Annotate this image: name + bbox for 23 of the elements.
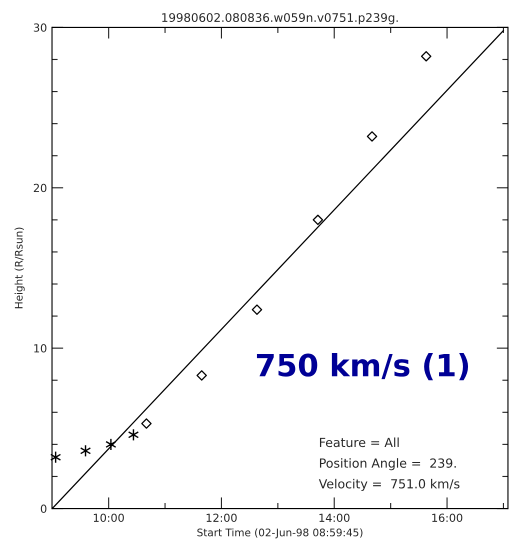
annotation: Position Angle = 239.: [320, 458, 456, 470]
point: [366, 131, 378, 142]
point: [141, 418, 152, 429]
point: [420, 51, 432, 62]
point: [312, 214, 324, 226]
x-tick-label: 14:00: [319, 514, 350, 522]
point: [252, 304, 262, 315]
y-tick-label: 20: [34, 184, 46, 192]
x-axis-title: Start Time (02-Jun-98 08:59:45): [197, 528, 362, 538]
annotation: Feature = All: [320, 437, 399, 448]
x-tick-label: 16:00: [432, 514, 462, 522]
annotation: 750 km/s (1): [256, 353, 468, 380]
chart-title: 19980602.080836.w059n.v0751.p239g.: [162, 13, 398, 24]
x-tick-label: 12:00: [206, 514, 237, 522]
x-tick-label: 10:00: [94, 514, 124, 522]
y-tick-label: 0: [40, 504, 46, 513]
y-tick-label: 30: [34, 23, 46, 32]
point: [196, 370, 207, 381]
point: [50, 450, 62, 464]
point: [105, 438, 116, 451]
y-tick-label: 10: [34, 344, 46, 353]
annotation: Velocity = 751.0 km/s: [318, 478, 460, 491]
y-axis-title: Height (R/Rsun): [14, 228, 25, 308]
